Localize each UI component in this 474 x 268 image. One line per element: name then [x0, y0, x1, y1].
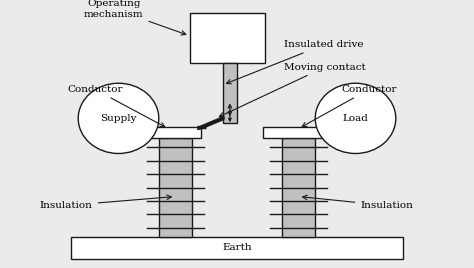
- Text: Conductor: Conductor: [67, 85, 165, 127]
- Bar: [282, 139, 315, 237]
- Text: Load: Load: [343, 114, 368, 123]
- Ellipse shape: [78, 83, 159, 154]
- Text: Insulation: Insulation: [302, 195, 413, 210]
- Bar: [135, 127, 201, 139]
- Bar: [71, 237, 403, 259]
- Bar: [159, 139, 192, 237]
- Bar: [263, 127, 329, 139]
- Text: Insulation: Insulation: [40, 195, 172, 210]
- Text: Earth: Earth: [222, 243, 252, 252]
- Bar: [190, 13, 265, 62]
- Bar: [223, 62, 237, 123]
- Text: Insulated drive: Insulated drive: [227, 40, 364, 84]
- Text: Operating
mechanism: Operating mechanism: [84, 0, 186, 35]
- Ellipse shape: [315, 83, 396, 154]
- Text: Moving contact: Moving contact: [219, 62, 366, 117]
- Text: Conductor: Conductor: [302, 85, 397, 127]
- Text: Supply: Supply: [100, 114, 137, 123]
